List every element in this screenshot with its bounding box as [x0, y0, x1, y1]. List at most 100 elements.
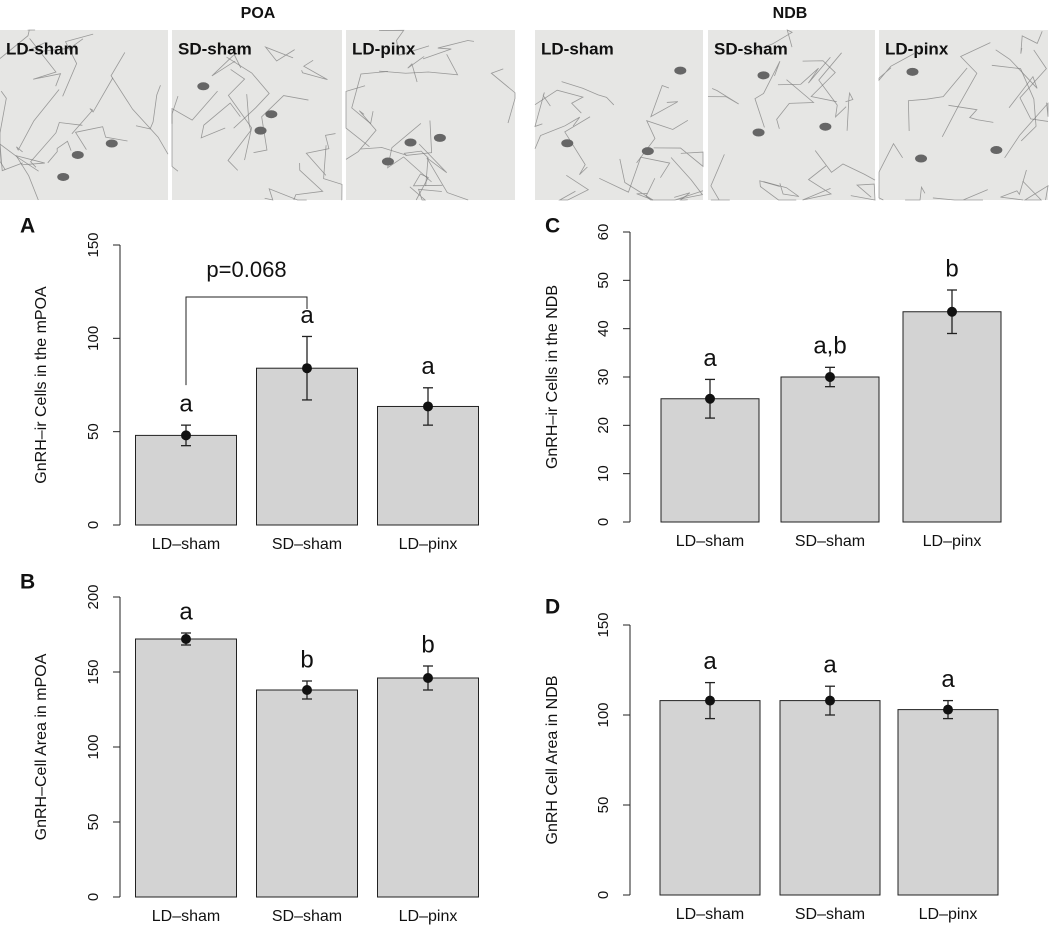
- fiber: [351, 71, 388, 125]
- micrograph: [535, 30, 703, 200]
- bar: [897, 709, 999, 896]
- x-tick-label: LD–pinx: [923, 533, 982, 550]
- fiber: [636, 119, 689, 164]
- cell-body: [819, 122, 832, 131]
- y-axis-title: GnRH–ir Cells in the mPOA: [33, 286, 50, 484]
- fiber: [29, 38, 62, 87]
- fiber: [754, 61, 781, 128]
- y-axis-title: GnRH Cell Area in NDB: [544, 676, 561, 845]
- significance-letter: a,b: [813, 333, 846, 360]
- cell-body: [561, 139, 574, 148]
- panel-label: LD-sham: [6, 39, 79, 58]
- fiber: [135, 85, 161, 130]
- fiber: [710, 154, 730, 201]
- y-tick-label: 0: [595, 891, 612, 899]
- region-title: NDB: [773, 5, 808, 22]
- significance-letter: a: [179, 598, 193, 625]
- fiber: [0, 143, 39, 172]
- mean-point: [943, 704, 953, 715]
- y-tick-label: 150: [85, 232, 102, 257]
- y-tick-label: 0: [85, 893, 102, 901]
- mean-point: [705, 393, 715, 404]
- cell-body: [381, 157, 394, 166]
- x-tick-label: LD–sham: [676, 906, 744, 923]
- fiber: [558, 175, 590, 201]
- fiber: [802, 60, 837, 103]
- significance-letter: a: [941, 666, 955, 693]
- mean-point: [705, 695, 715, 706]
- panel-letter: D: [545, 596, 560, 619]
- panel-letter: C: [545, 215, 560, 238]
- y-tick-label: 100: [85, 734, 102, 759]
- fiber: [0, 29, 36, 59]
- fiber: [253, 95, 309, 154]
- bar: [780, 376, 880, 523]
- cell-body: [197, 82, 210, 91]
- fiber: [907, 67, 968, 132]
- fiber: [561, 81, 615, 106]
- fiber: [707, 88, 739, 105]
- y-tick-label: 50: [85, 814, 102, 831]
- y-axis-title: GnRH–ir Cells in the NDB: [544, 285, 561, 469]
- mean-point: [181, 634, 191, 644]
- fiber: [744, 29, 793, 56]
- fiber: [850, 183, 876, 201]
- cell-body: [105, 139, 118, 148]
- fiber: [534, 89, 584, 114]
- cell-body: [906, 67, 919, 76]
- panel-label: LD-pinx: [885, 39, 949, 58]
- bar: [256, 689, 358, 898]
- bar: [779, 700, 881, 896]
- fiber: [777, 56, 831, 86]
- fiber: [409, 186, 442, 201]
- fiber: [379, 54, 459, 76]
- significance-letter: b: [421, 631, 434, 658]
- mean-point: [825, 695, 835, 706]
- mean-point: [181, 430, 191, 441]
- fiber: [47, 140, 72, 164]
- x-tick-label: LD–sham: [152, 536, 220, 553]
- significance-letter: b: [945, 255, 958, 282]
- y-tick-label: 150: [85, 659, 102, 684]
- fiber: [387, 123, 432, 183]
- fiber: [645, 178, 676, 201]
- fiber: [403, 150, 429, 187]
- cell-body: [915, 154, 928, 163]
- micrograph: [346, 30, 515, 200]
- bar: [135, 434, 237, 526]
- x-tick-label: SD–sham: [795, 533, 865, 550]
- y-tick-label: 100: [85, 326, 102, 351]
- fiber: [360, 120, 433, 156]
- cell-body: [990, 146, 1003, 155]
- significance-letter: a: [421, 353, 435, 380]
- micrograph: [172, 30, 342, 200]
- fiber: [226, 56, 270, 129]
- fiber: [323, 145, 343, 201]
- y-tick-label: 150: [595, 612, 612, 637]
- y-tick-label: 50: [595, 797, 612, 814]
- fiber: [305, 133, 336, 176]
- comparison-bracket: [185, 296, 308, 386]
- bar: [659, 700, 761, 896]
- fiber: [345, 110, 377, 160]
- fiber: [878, 53, 915, 82]
- y-tick-label: 10: [595, 465, 612, 482]
- panel-label: LD-sham: [541, 39, 614, 58]
- fiber: [418, 143, 469, 201]
- fiber: [74, 126, 128, 150]
- fiber: [264, 188, 307, 201]
- significance-letter: a: [300, 302, 314, 329]
- panel-letter: B: [20, 571, 35, 594]
- fiber: [818, 52, 847, 119]
- significance-letter: a: [179, 390, 193, 417]
- cell-body: [641, 147, 654, 156]
- panel-label: SD-sham: [714, 39, 788, 58]
- x-tick-label: LD–pinx: [399, 908, 458, 925]
- y-tick-label: 0: [595, 518, 612, 526]
- fiber: [407, 56, 425, 83]
- fiber: [670, 157, 704, 201]
- y-tick-label: 60: [595, 224, 612, 241]
- panel-label: LD-pinx: [352, 39, 416, 58]
- mean-point: [302, 685, 312, 695]
